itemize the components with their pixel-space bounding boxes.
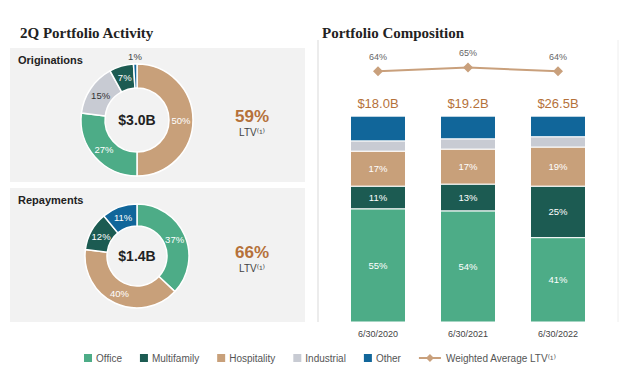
ltv-label: 65%	[459, 48, 477, 58]
bar-segment	[531, 137, 586, 147]
bar-segment	[351, 151, 406, 186]
slice-label: 50%	[171, 115, 191, 126]
slice-label: 7%	[118, 72, 132, 83]
ltv-marker	[553, 66, 563, 76]
ltv-caption: LTV⁽¹⁾	[239, 263, 265, 274]
legend-label: Other	[376, 353, 402, 364]
segment-label: 41%	[548, 274, 568, 285]
bar-segment	[531, 238, 586, 322]
slice-label: 15%	[91, 90, 111, 101]
center-total: $1.4B	[118, 248, 155, 264]
bar-segment	[351, 186, 406, 209]
bar-total: $26.5B	[537, 96, 578, 111]
ltv-marker	[463, 62, 473, 72]
donut-slice: Other	[104, 204, 137, 233]
segment-label: 13%	[458, 192, 478, 203]
legend: Office Multifamily Hospitality Industrial Ot…	[84, 353, 556, 364]
bar-segment	[351, 141, 406, 151]
bar-segment	[351, 116, 406, 141]
legend-item: Weighted Average LTV⁽¹⁾	[419, 353, 556, 364]
legend-item: Office	[84, 353, 122, 364]
legend-label: Multifamily	[152, 353, 199, 364]
data-labels: 55% 54% 41% 11% 13% 25% 17% 17% 19% $18.0B $19.2B $…	[357, 48, 578, 285]
bar-segment	[441, 116, 496, 139]
legend-item: Other	[364, 353, 402, 364]
x-tick-label: 6/30/2021	[448, 329, 488, 339]
segment-label: 55%	[368, 260, 388, 271]
ltv-value: 66%	[235, 243, 269, 262]
donut-slice: Multifamily	[110, 64, 135, 92]
chart-title: Portfolio Composition	[322, 25, 465, 41]
bar-total: $18.0B	[357, 96, 398, 111]
bar-segment	[441, 149, 496, 184]
donut-slice: Other	[133, 64, 137, 88]
donut-chart: RepaymentsOffice37%Hospitality40%Multifa…	[10, 188, 305, 322]
segment-label: 54%	[458, 261, 478, 272]
page: 2Q Portfolio ActivityOriginationsHospita…	[0, 0, 640, 378]
bar-chart: Portfolio Composition 55% 54% 41% 11% 13% 25% 1…	[318, 25, 618, 339]
legend-label: Hospitality	[229, 353, 275, 364]
legend-item: Hospitality	[217, 353, 275, 364]
segment-label: 25%	[548, 206, 568, 217]
slice-label: 12%	[92, 231, 112, 242]
bar-segment	[531, 186, 586, 237]
segment-label: 17%	[458, 161, 478, 172]
x-tick-label: 6/30/2022	[538, 329, 578, 339]
y-axis-line	[318, 40, 319, 322]
bar-segment	[351, 209, 406, 322]
slice-label: 40%	[110, 288, 130, 299]
ltv-value: 59%	[235, 107, 269, 126]
legend-swatch	[84, 354, 92, 362]
legend-label: Weighted Average LTV⁽¹⁾	[446, 353, 556, 364]
segment-label: 19%	[548, 161, 568, 172]
bar-segment	[531, 147, 586, 186]
slice-label: 11%	[114, 212, 133, 223]
legend-swatch	[293, 354, 301, 362]
center-total: $3.0B	[118, 112, 155, 128]
legend-label: Industrial	[305, 353, 346, 364]
bar-total: $19.2B	[447, 96, 488, 111]
slice-label: 1%	[128, 51, 142, 62]
legend-label: Office	[96, 353, 122, 364]
donut-title: Originations	[18, 54, 83, 66]
legend-swatch	[217, 354, 225, 362]
legend-swatch	[426, 354, 434, 362]
segment-label: 11%	[369, 192, 388, 203]
panel-box	[10, 188, 305, 322]
ltv-label: 64%	[549, 52, 567, 62]
slice-label: 27%	[94, 144, 114, 155]
panel-box	[10, 48, 305, 182]
legend-swatch	[364, 354, 372, 362]
y2-axis-line	[618, 40, 619, 322]
legend-swatch	[140, 354, 148, 362]
ltv-label: 64%	[369, 52, 387, 62]
x-tick-label: 6/30/2020	[358, 329, 398, 339]
segment-label: 17%	[368, 163, 388, 174]
bar-segment	[441, 211, 496, 322]
plot-marks	[351, 62, 586, 322]
slice-label: 37%	[165, 234, 185, 245]
legend-item: Multifamily	[140, 353, 199, 364]
donut-chart: OriginationsHospitality50%Office27%Indus…	[10, 48, 305, 182]
donut-title: Repayments	[18, 194, 83, 206]
bar-segment	[441, 184, 496, 211]
bar-segment	[441, 139, 496, 149]
legend-item: Industrial	[293, 353, 346, 364]
panel-title: 2Q Portfolio Activity	[20, 25, 154, 41]
ltv-caption: LTV⁽¹⁾	[239, 127, 265, 138]
ltv-marker	[373, 66, 383, 76]
bar-segment	[531, 116, 586, 137]
